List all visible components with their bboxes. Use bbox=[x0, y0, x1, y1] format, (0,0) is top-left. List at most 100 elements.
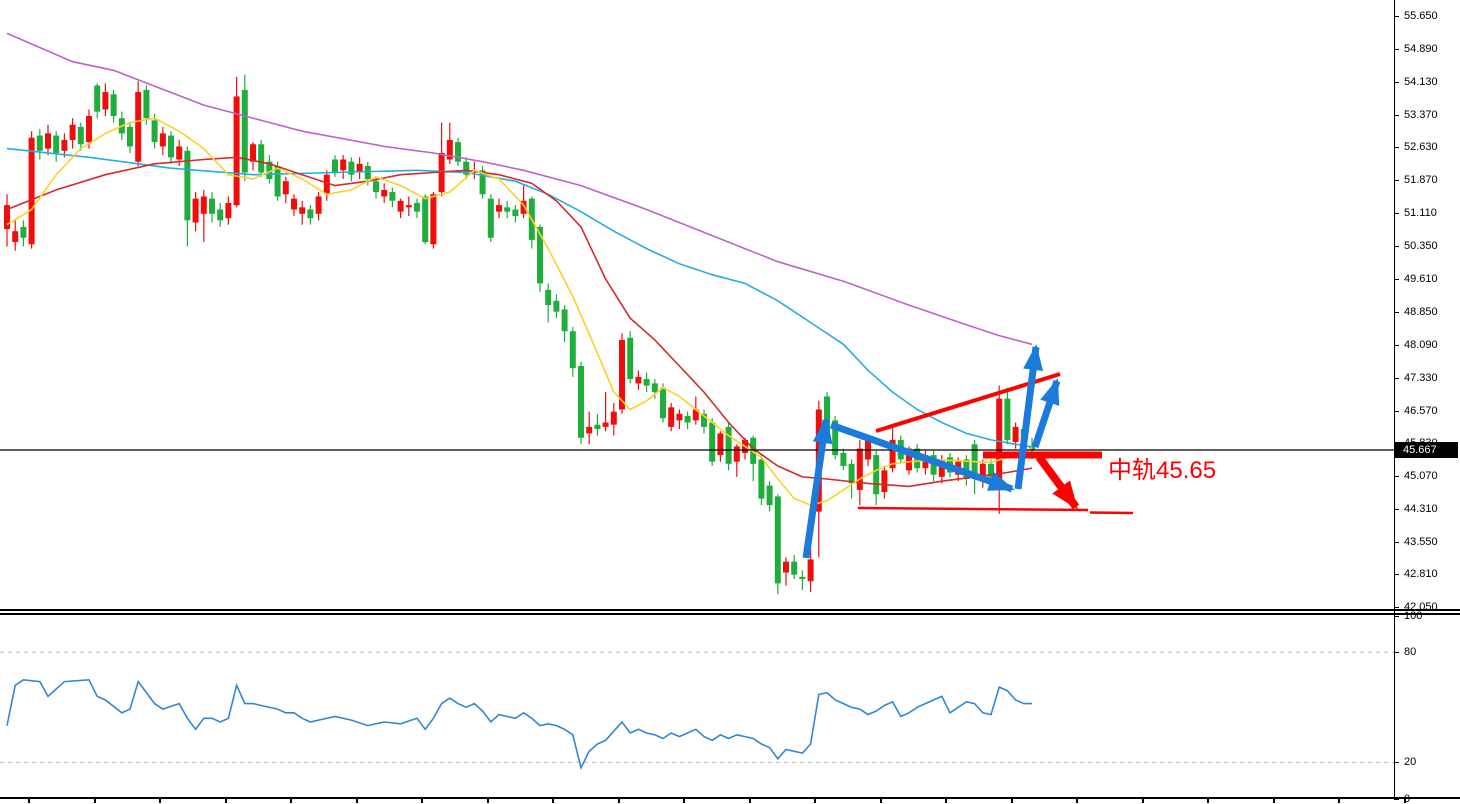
candle-down bbox=[364, 166, 371, 180]
candle-up bbox=[889, 439, 896, 469]
candle-down bbox=[184, 150, 191, 221]
time-ruler-tick bbox=[355, 797, 358, 803]
price-axis-label: 48.850 bbox=[1404, 305, 1438, 318]
price-axis-tick bbox=[1394, 607, 1399, 609]
price-axis-tick bbox=[1394, 542, 1399, 544]
indicator-axis-label: 20 bbox=[1404, 756, 1417, 769]
candle-down bbox=[389, 192, 396, 201]
current-price-tag: 45.667 bbox=[1395, 442, 1458, 458]
candle-down bbox=[709, 422, 716, 462]
candle-up bbox=[340, 159, 347, 171]
price-axis-tick bbox=[1394, 377, 1399, 379]
panel-separator-line-1 bbox=[0, 609, 1460, 611]
price-axis-label: 50.350 bbox=[1404, 240, 1438, 253]
blue-arrow-0 bbox=[802, 417, 833, 559]
price-axis-label: 51.870 bbox=[1404, 174, 1438, 187]
candle-down bbox=[701, 413, 707, 427]
ma-medium-cyan bbox=[6, 147, 1033, 448]
candle-down bbox=[774, 496, 781, 584]
time-ruler-tick bbox=[159, 797, 161, 803]
time-ruler-tick bbox=[1272, 797, 1275, 803]
price-axis-border bbox=[1394, 0, 1395, 797]
candle-down bbox=[832, 420, 839, 456]
candle-up bbox=[233, 96, 240, 206]
time-ruler-tick bbox=[814, 797, 816, 803]
candle-up bbox=[356, 163, 363, 173]
panel-separator-line-2 bbox=[0, 613, 1460, 615]
price-axis-tick bbox=[1394, 49, 1399, 51]
indicator-panel-canvas[interactable] bbox=[0, 615, 1395, 797]
indicator-axis-label: 100 bbox=[1404, 609, 1423, 622]
candle-up bbox=[1012, 426, 1019, 443]
candle-up bbox=[381, 189, 388, 197]
time-ruler-tick bbox=[1141, 797, 1144, 803]
price-axis-tick bbox=[1394, 311, 1399, 313]
candle-down bbox=[627, 337, 634, 380]
candle-up bbox=[135, 92, 142, 162]
time-ruler-tick bbox=[224, 797, 227, 803]
price-axis-label: 51.110 bbox=[1404, 207, 1437, 220]
candlestick-chart-canvas[interactable] bbox=[0, 0, 1395, 609]
candle-up bbox=[717, 433, 724, 456]
candle-down bbox=[725, 426, 732, 464]
candle-down bbox=[422, 196, 429, 243]
candle-up bbox=[496, 205, 502, 212]
candle-up bbox=[299, 207, 306, 214]
candle-down bbox=[241, 89, 248, 173]
price-axis-label: 45.070 bbox=[1404, 470, 1438, 482]
candle-up bbox=[397, 200, 404, 212]
indicator-axis-tick bbox=[1394, 615, 1399, 617]
candle-down bbox=[537, 226, 543, 284]
candle-up bbox=[619, 339, 625, 410]
candle-down bbox=[873, 455, 880, 495]
candle-up bbox=[315, 196, 322, 214]
candle-down bbox=[840, 452, 847, 466]
candle-down bbox=[651, 383, 658, 393]
candle-up bbox=[938, 459, 945, 477]
candle-down bbox=[643, 379, 650, 386]
candle-down bbox=[209, 198, 215, 214]
price-axis-tick bbox=[1394, 574, 1399, 576]
price-axis-tick bbox=[1394, 476, 1399, 477]
candle-down bbox=[151, 120, 158, 143]
candle-down bbox=[988, 463, 994, 477]
candle-down bbox=[791, 561, 798, 575]
candle-up bbox=[282, 181, 289, 195]
price-axis-label: 54.890 bbox=[1404, 43, 1438, 56]
candle-up bbox=[430, 194, 437, 245]
red-arrow bbox=[1035, 454, 1080, 510]
candle-down bbox=[110, 94, 117, 116]
candle-up bbox=[102, 92, 109, 110]
candle-up bbox=[906, 448, 912, 471]
candle-up bbox=[225, 202, 232, 219]
candle-up bbox=[602, 422, 609, 427]
time-ruler-tick bbox=[683, 797, 685, 803]
candle-down bbox=[455, 142, 461, 162]
candle-up bbox=[520, 200, 527, 214]
price-axis-tick bbox=[1394, 410, 1399, 412]
candle-up bbox=[881, 470, 888, 493]
candle-down bbox=[348, 161, 355, 175]
price-axis-label: 47.330 bbox=[1404, 371, 1438, 384]
candle-down bbox=[799, 576, 806, 580]
midline-annotation-label[interactable]: 中轨45.65 bbox=[1108, 457, 1217, 484]
price-axis-label: 43.550 bbox=[1404, 536, 1438, 549]
time-ruler-line bbox=[0, 797, 1460, 799]
price-axis-tick bbox=[1394, 180, 1399, 182]
candle-up bbox=[676, 413, 683, 421]
time-ruler-tick bbox=[748, 797, 751, 803]
price-axis-tick bbox=[1394, 16, 1399, 17]
blue-arrow-1 bbox=[829, 421, 1015, 493]
indicator-axis-label: 80 bbox=[1404, 646, 1417, 659]
candle-up bbox=[12, 231, 19, 243]
trendline-2 bbox=[1089, 511, 1134, 515]
candle-up bbox=[856, 448, 863, 490]
time-ruler-tick bbox=[1403, 797, 1406, 803]
candle-up bbox=[200, 196, 207, 214]
price-axis-label: 44.310 bbox=[1404, 503, 1438, 516]
price-axis-label: 42.810 bbox=[1404, 568, 1438, 581]
time-ruler-tick bbox=[1010, 797, 1013, 803]
price-axis-label: 55.650 bbox=[1404, 10, 1438, 22]
candle-down bbox=[332, 159, 338, 173]
